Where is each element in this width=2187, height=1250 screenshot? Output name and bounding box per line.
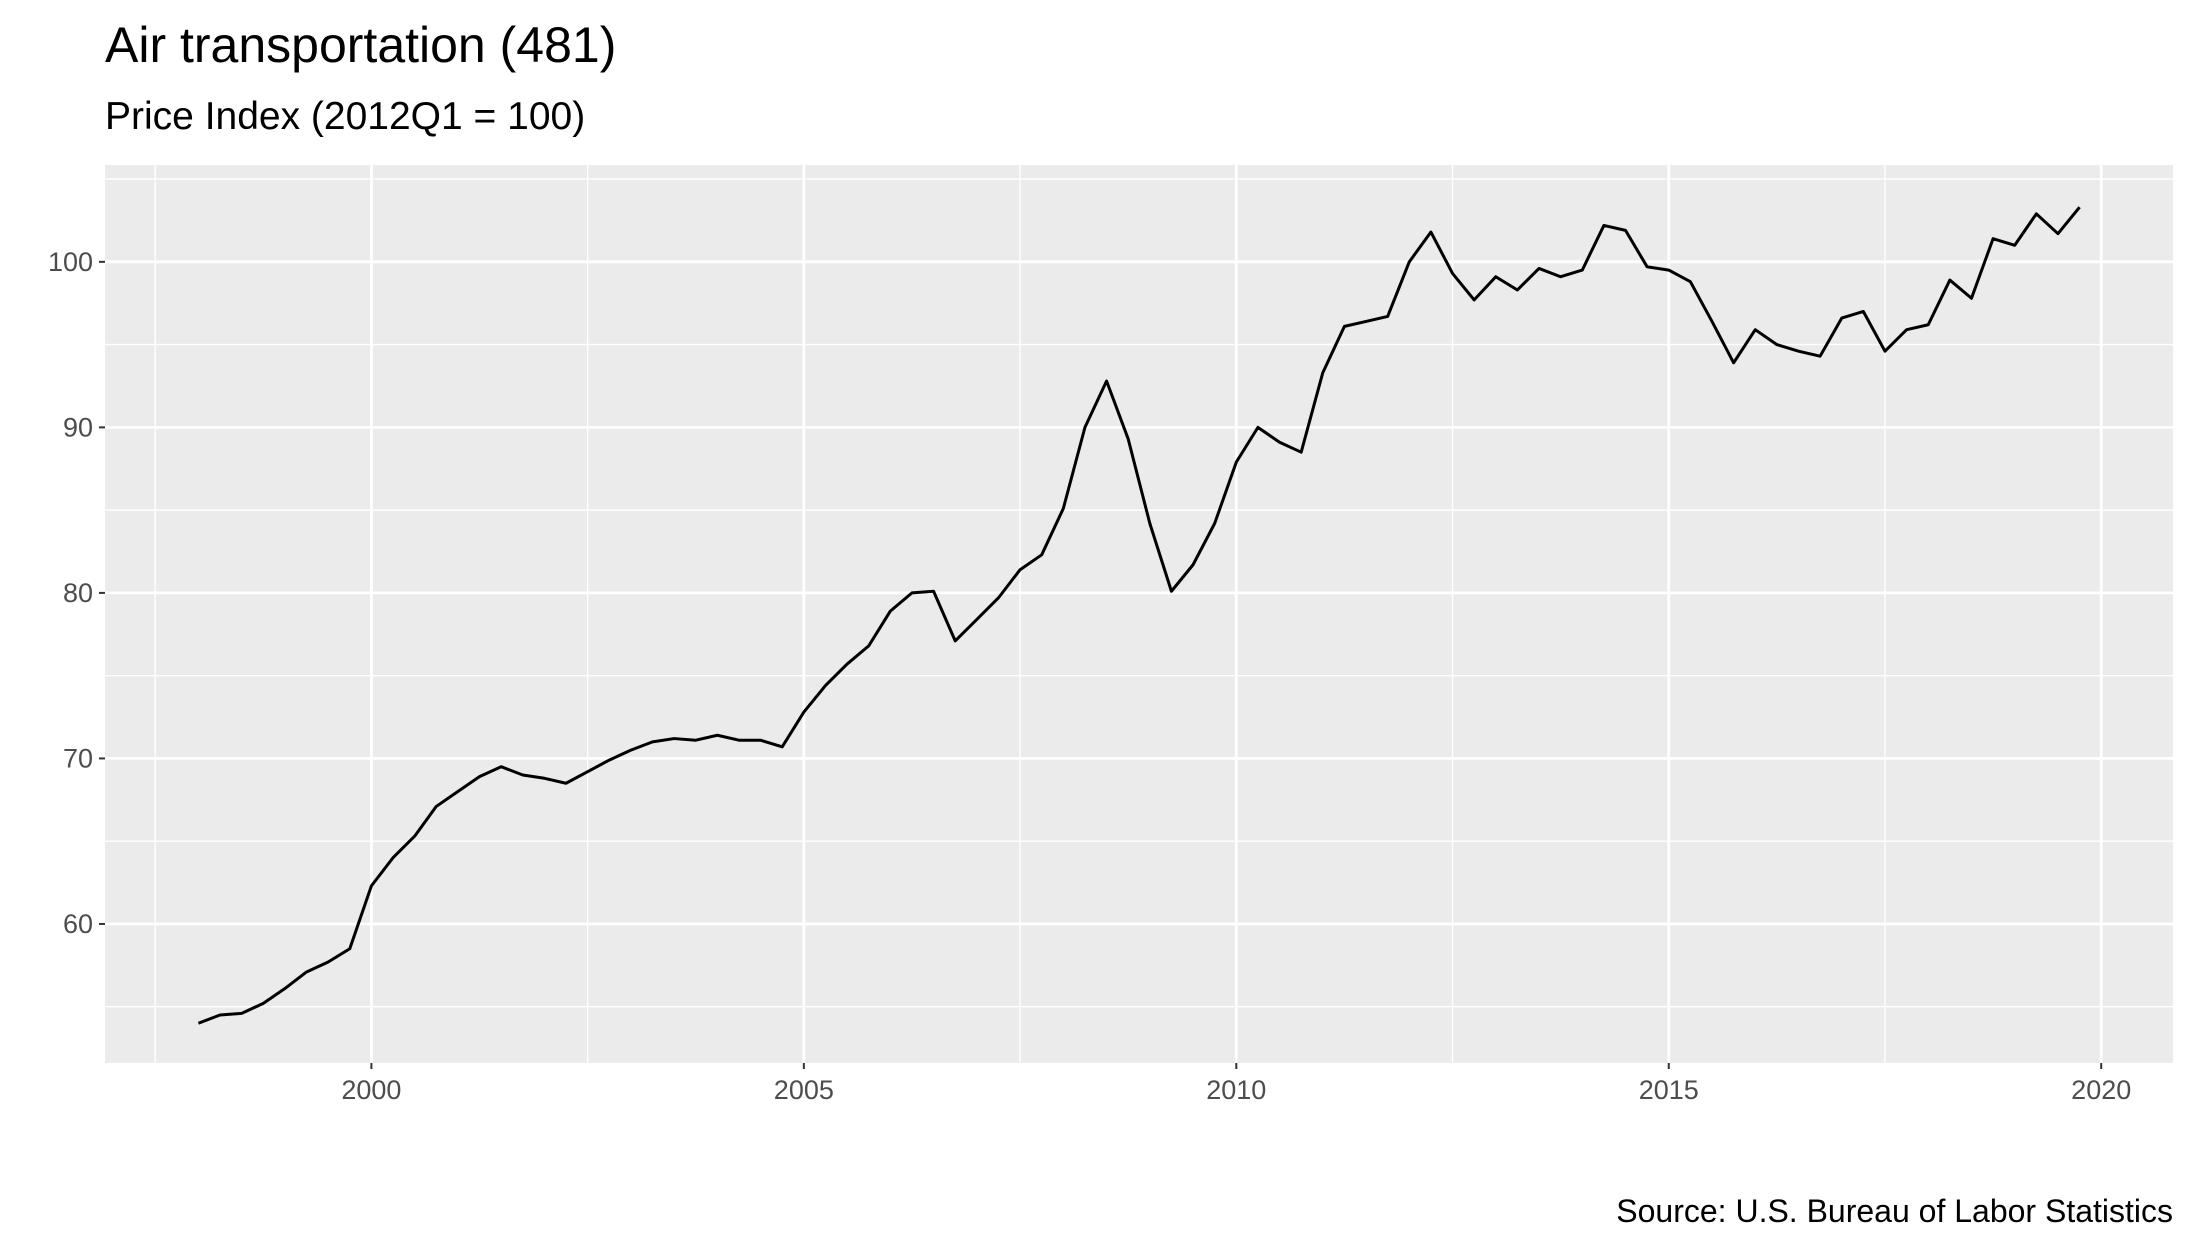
x-tick-label: 2005 bbox=[774, 1075, 834, 1105]
panel bbox=[105, 165, 2173, 1063]
x-tick-label: 2015 bbox=[1639, 1075, 1699, 1105]
y-tick-label: 60 bbox=[63, 909, 93, 939]
y-tick-label: 90 bbox=[63, 412, 93, 442]
data-line bbox=[197, 206, 2081, 1025]
y-tick-label: 80 bbox=[63, 578, 93, 608]
x-tick-label: 2010 bbox=[1206, 1075, 1266, 1105]
x-tick-label: 2020 bbox=[2071, 1075, 2131, 1105]
caption: Source: U.S. Bureau of Labor Statistics bbox=[1616, 1193, 2173, 1229]
y-tick-label: 70 bbox=[63, 743, 93, 773]
chart-title: Air transportation (481) bbox=[105, 17, 616, 73]
chart-subtitle: Price Index (2012Q1 = 100) bbox=[105, 95, 585, 138]
x-tick-label: 2000 bbox=[341, 1075, 401, 1105]
y-tick-label: 100 bbox=[48, 247, 93, 277]
